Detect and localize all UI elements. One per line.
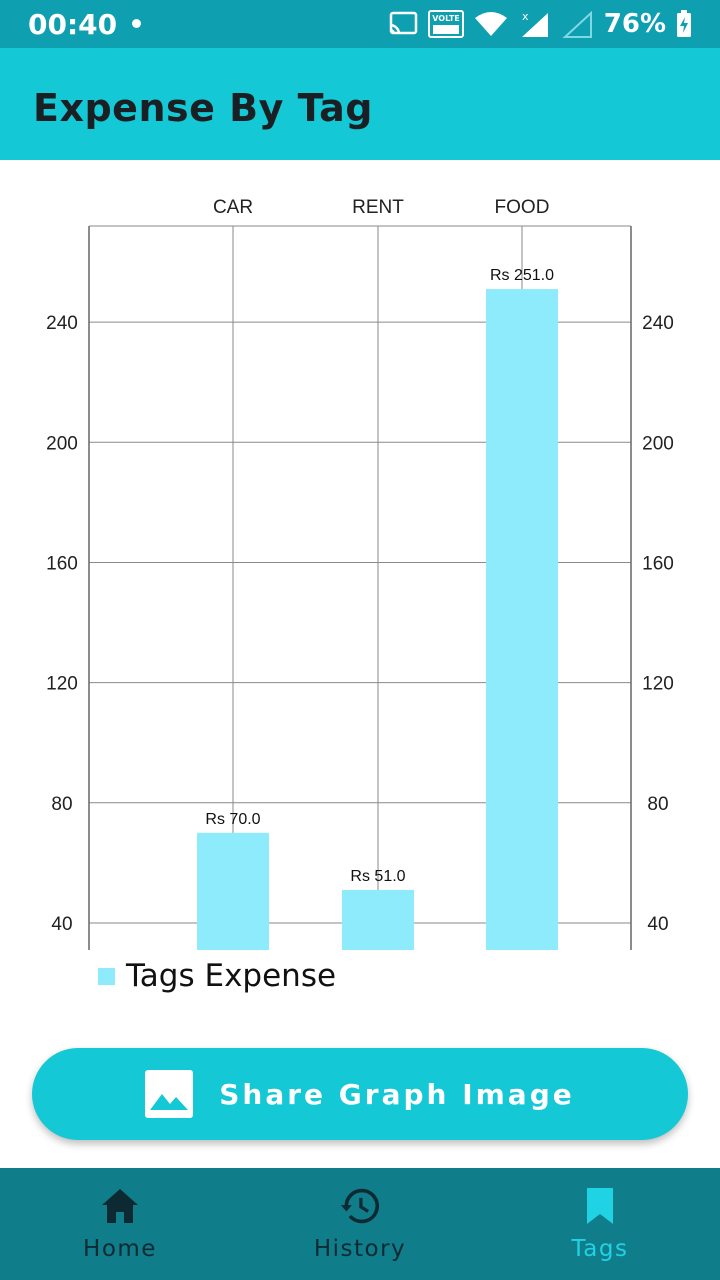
page-title: Expense By Tag [33,86,373,130]
status-icons: VOLTE x 76% [388,6,692,42]
y-tick-label-right-5: 240 [642,313,674,334]
y-tick-label-left-3: 160 [46,553,78,574]
nav-label-tags: Tags [571,1236,629,1262]
y-tick-label-right-4: 200 [642,433,674,454]
signal-empty-icon [562,10,592,38]
nav-item-history[interactable]: History [240,1168,480,1280]
chart-legend: Tags Expense [98,958,336,994]
bar-food [486,289,558,950]
y-tick-label-left-0: 40 [51,914,72,935]
image-icon [145,1070,194,1118]
y-tick-label-right-2: 120 [642,674,674,695]
nav-label-history: History [313,1236,407,1262]
y-tick-label-left-5: 240 [46,313,78,334]
nav-label-home: Home [83,1236,157,1262]
x-tick-label-0: CAR [213,197,253,218]
history-icon [340,1186,380,1226]
battery-charging-icon [677,10,691,37]
expense-bar-chart: 40 40 80 80 120 120 160 160 200 200 240 240 CAR RENT F… [46,197,674,950]
notification-dot-icon [132,19,141,28]
data-label-food: Rs 251.0 [490,267,554,284]
y-tick-label-left-4: 200 [46,433,78,454]
battery-percent: 76% [603,9,666,39]
legend-swatch [98,967,115,985]
bar-rent [342,889,414,950]
volte-icon: VOLTE [427,10,464,38]
bookmark-icon [580,1186,620,1226]
x-tick-label-1: RENT [352,197,404,218]
status-time: 00:40 [28,8,118,41]
legend-label: Tags Expense [126,958,337,994]
nav-item-home[interactable]: Home [0,1168,240,1280]
status-bar: 00:40 VOLTE x 76% [0,0,720,48]
nav-item-tags[interactable]: Tags [480,1168,720,1280]
y-tick-label-right-0: 40 [647,914,668,935]
bar-car [197,832,269,950]
share-button-label: Share Graph Image [219,1077,575,1111]
signal-icon: x [521,10,548,37]
cast-icon [389,11,418,35]
y-tick-label-right-1: 80 [647,794,668,815]
home-icon [100,1186,140,1226]
svg-text:x: x [522,10,529,23]
data-label-car: Rs 70.0 [205,811,260,828]
y-tick-label-left-1: 80 [51,794,72,815]
x-tick-label-2: FOOD [495,197,550,218]
volte-text: VOLTE [432,14,460,23]
share-graph-image-button[interactable]: Share Graph Image [32,1048,688,1140]
y-tick-label-left-2: 120 [46,674,78,695]
app-bar: Expense By Tag [0,48,720,160]
data-label-rent: Rs 51.0 [350,868,405,885]
wifi-icon [474,12,507,36]
y-tick-label-right-3: 160 [642,553,674,574]
bottom-navigation: Home History Tags [0,1168,720,1280]
